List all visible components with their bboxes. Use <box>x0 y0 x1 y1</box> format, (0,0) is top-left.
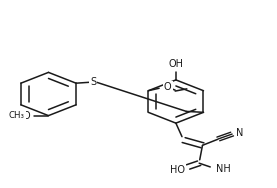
Text: OH: OH <box>168 59 183 69</box>
Text: HO: HO <box>170 165 185 175</box>
Text: S: S <box>90 77 96 87</box>
Text: CH₃: CH₃ <box>9 111 25 120</box>
Text: NH: NH <box>216 164 231 174</box>
Text: N: N <box>236 127 243 138</box>
Text: O: O <box>22 111 30 121</box>
Text: O: O <box>164 82 171 92</box>
